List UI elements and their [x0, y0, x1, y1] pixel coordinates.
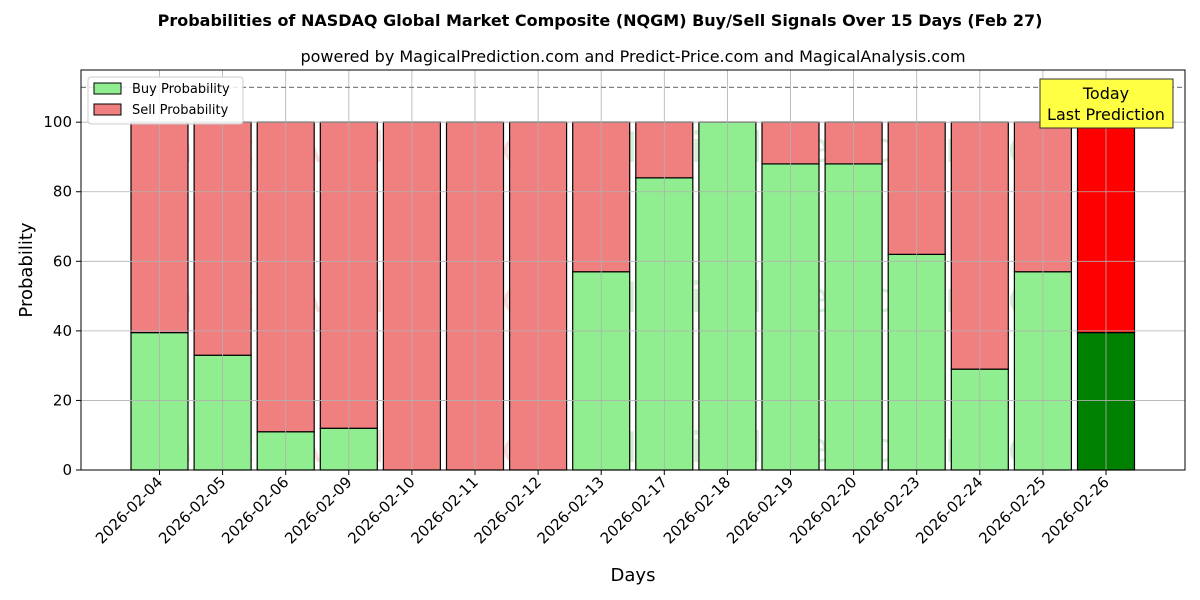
y-tick-label-40: 40 [53, 322, 72, 340]
y-tick-label-60: 60 [53, 252, 72, 270]
x-tick-label-2026-02-18: 2026-02-18 [660, 473, 734, 547]
y-tick-label-80: 80 [53, 183, 72, 201]
legend-swatch-1 [93, 82, 122, 95]
x-tick-label-2026-02-13: 2026-02-13 [534, 473, 608, 547]
x-axis-label: Days [611, 565, 656, 586]
x-tick-label-2026-02-10: 2026-02-10 [344, 473, 418, 547]
x-tick-label-2026-02-11: 2026-02-11 [407, 473, 481, 547]
y-tick-label-100: 100 [43, 113, 72, 131]
legend: Buy Probability Sell Probability [87, 76, 244, 125]
legend-swatch-2 [93, 103, 122, 116]
x-tick-label-2026-02-23: 2026-02-23 [849, 473, 923, 547]
legend-label-2: Sell Probability [132, 103, 229, 118]
chart-subtitle: powered by MagicalPrediction.com and Pre… [300, 47, 965, 66]
y-tick-label-20: 20 [53, 391, 72, 409]
x-tick-label-2026-02-06: 2026-02-06 [218, 473, 292, 547]
legend-box [87, 76, 244, 125]
today-annotation: Today Last Prediction [1039, 78, 1174, 129]
x-tick-label-2026-02-25: 2026-02-25 [975, 473, 1049, 547]
x-tick-label-2026-02-09: 2026-02-09 [281, 473, 355, 547]
y-tick-label-0: 0 [62, 461, 72, 479]
x-tick-label-2026-02-17: 2026-02-17 [597, 473, 671, 547]
x-tick-label-2026-02-04: 2026-02-04 [92, 473, 166, 547]
y-axis-label: Probability [16, 222, 37, 317]
x-tick-label-2026-02-19: 2026-02-19 [723, 473, 797, 547]
annotation-line2: Last Prediction [1047, 105, 1165, 124]
x-tick-label-2026-02-12: 2026-02-12 [471, 473, 545, 547]
plot-frame [80, 69, 1186, 471]
legend-label-1: Buy Probability [132, 82, 230, 97]
chart-title: Probabilities of NASDAQ Global Market Co… [158, 11, 1043, 30]
x-tick-label-2026-02-20: 2026-02-20 [786, 473, 860, 547]
plot-area: MagicalAnalysis.comMagicalPrediction.com… [43, 69, 1186, 547]
x-tick-label-2026-02-05: 2026-02-05 [155, 473, 229, 547]
annotation-box [1039, 78, 1174, 129]
annotation-line1: Today [1082, 84, 1129, 103]
x-tick-label-2026-02-24: 2026-02-24 [912, 473, 986, 547]
x-tick-label-2026-02-26: 2026-02-26 [1038, 473, 1112, 547]
